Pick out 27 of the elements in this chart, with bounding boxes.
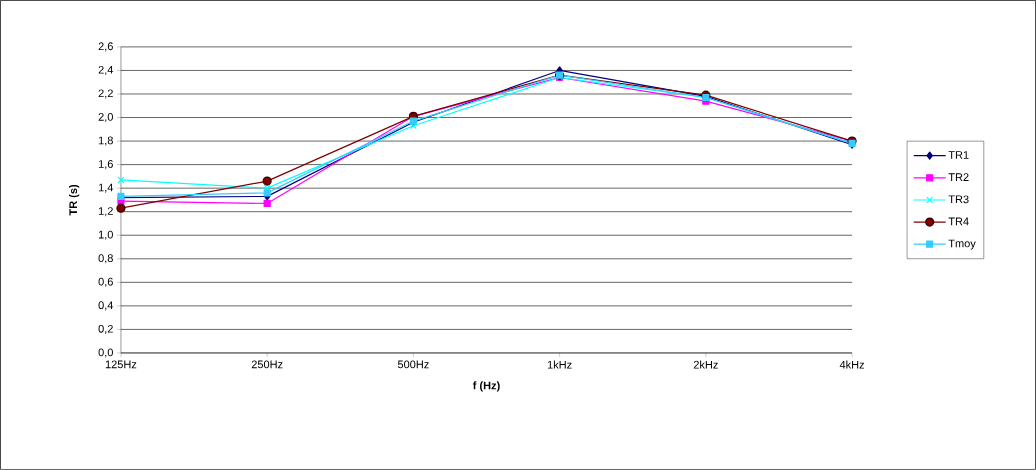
x-tick-label: 250Hz bbox=[251, 360, 283, 369]
x-tick-label: 2kHz bbox=[693, 360, 718, 369]
legend-label: TR3 bbox=[948, 195, 969, 204]
x-tick-label: 500Hz bbox=[397, 360, 429, 369]
y-axis-title: TR (s) bbox=[68, 184, 80, 216]
x-tick-label: 125Hz bbox=[105, 360, 137, 369]
y-tick-label: 0,8 bbox=[98, 254, 113, 264]
y-tick-label: 0,2 bbox=[98, 324, 113, 335]
x-tick-label: 4kHz bbox=[839, 360, 865, 369]
y-tick-label: 2,2 bbox=[98, 89, 113, 99]
legend-label: TR1 bbox=[948, 151, 969, 159]
y-tick-label: 0,4 bbox=[98, 301, 114, 311]
y-tick-label: 1,2 bbox=[98, 207, 113, 217]
y-tick-label: 1,6 bbox=[98, 160, 113, 170]
y-tick-label: 1,8 bbox=[98, 136, 113, 146]
legend-label: TR2 bbox=[948, 173, 969, 181]
y-tick-label: 1,4 bbox=[98, 183, 114, 193]
legend-label: Tmoy bbox=[948, 239, 976, 250]
y-tick-label: 0,6 bbox=[98, 277, 113, 287]
y-tick-label: 2,6 bbox=[98, 42, 113, 52]
x-tick-label: 1kHz bbox=[547, 360, 572, 369]
y-tick-label: 1,0 bbox=[98, 230, 113, 240]
y-tick-label: 2,0 bbox=[98, 113, 113, 123]
y-tick-label: 0,0 bbox=[98, 348, 113, 358]
x-axis-title: f (Hz) bbox=[472, 381, 500, 392]
y-tick-label: 2,4 bbox=[98, 65, 114, 76]
legend-label: TR4 bbox=[948, 217, 969, 226]
